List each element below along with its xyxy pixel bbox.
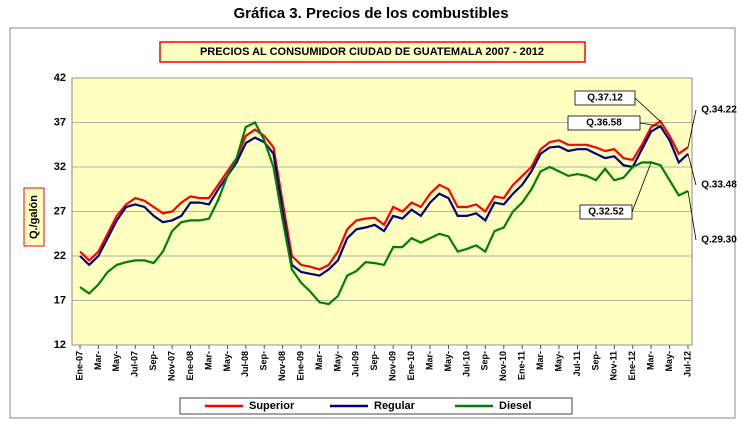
x-tick-label: Nov-08 (277, 351, 287, 381)
annotation: Q.37.12 (587, 93, 623, 104)
annotation-leader (687, 109, 697, 148)
annotation-leader (631, 162, 652, 213)
x-tick-label: Ene-12 (627, 351, 637, 381)
x-tick-label: Jul-08 (240, 351, 250, 377)
line-series (79, 119, 689, 271)
x-tick-label: May- (664, 351, 674, 372)
y-tick-label: 37 (54, 116, 66, 128)
annotation-box (574, 90, 636, 106)
annotation: Q.32.52 (588, 207, 624, 218)
x-tick-label: Jul-11 (572, 351, 582, 377)
x-tick-label: Ene-08 (185, 351, 195, 381)
subtitle-box (159, 41, 586, 63)
x-tick-label: Ene-10 (406, 351, 416, 381)
x-tick-label: Nov-09 (388, 351, 398, 381)
x-tick-label: May- (332, 351, 342, 372)
chart-title: Gráfica 3. Precios de los combustibles (233, 5, 508, 22)
x-tick-label: May- (553, 351, 563, 372)
subtitle: PRECIOS AL CONSUMIDOR CIUDAD DE GUATEMAL… (200, 46, 544, 58)
x-tick-label: Sep- (369, 351, 379, 371)
annotation-box (579, 204, 633, 220)
x-tick-label: Mar- (646, 351, 656, 370)
y-axis-label: Q./galón (28, 195, 40, 239)
legend-label: Regular (374, 400, 416, 412)
annotation: Q.33.48 (701, 180, 737, 191)
line-series (79, 124, 689, 277)
x-tick-label: Mar- (314, 351, 324, 370)
x-tick-label: Ene-09 (295, 351, 305, 381)
y-tick-label: 27 (54, 205, 66, 217)
legend-label: Diesel (499, 400, 531, 412)
annotation: Q.29.30 (701, 235, 737, 246)
x-tick-label: Ene-07 (74, 351, 84, 381)
x-tick-label: Mar- (93, 351, 103, 370)
x-tick-label: Ene-11 (517, 351, 527, 380)
x-tick-label: Jul-09 (351, 351, 361, 377)
ylabel-box (23, 187, 45, 247)
x-tick-label: Sep- (590, 351, 600, 371)
y-tick-label: 17 (54, 294, 66, 306)
x-tick-label: Mar- (424, 351, 434, 370)
x-tick-label: May- (222, 351, 232, 372)
x-tick-label: Mar- (535, 351, 545, 370)
line-series (79, 121, 689, 306)
annotation-leader (639, 122, 661, 127)
y-tick-label: 42 (54, 72, 66, 84)
annotation: Q.36.58 (586, 118, 622, 129)
x-tick-label: May- (111, 351, 121, 372)
legend-label: Superior (249, 400, 295, 412)
x-tick-label: May- (443, 351, 453, 372)
legend (179, 397, 573, 415)
annotation-box (567, 115, 641, 131)
x-tick-label: Nov-07 (166, 351, 176, 381)
x-tick-label: Jul-10 (461, 351, 471, 377)
y-tick-label: 12 (54, 339, 66, 351)
x-tick-label: Jul-12 (682, 351, 692, 377)
x-tick-label: Sep- (148, 351, 158, 371)
annotation-leader (634, 97, 661, 122)
annotation-leader (687, 190, 697, 241)
x-tick-label: Nov-10 (498, 351, 508, 381)
x-tick-label: Jul-07 (130, 351, 140, 377)
x-tick-label: Mar- (203, 351, 213, 370)
y-tick-label: 22 (54, 250, 66, 262)
annotation: Q.34.22 (701, 105, 737, 116)
x-tick-label: Sep- (259, 351, 269, 371)
x-tick-label: Sep- (480, 351, 490, 371)
x-tick-label: Nov-11 (609, 351, 619, 381)
annotation-leader (687, 153, 697, 186)
y-tick-label: 32 (54, 161, 66, 173)
